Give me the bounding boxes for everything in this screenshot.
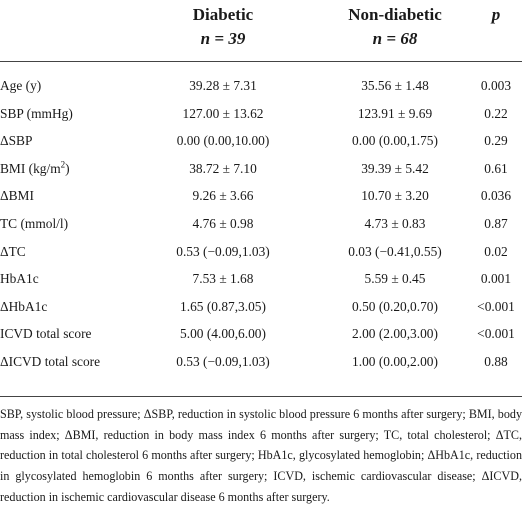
table-row: ICVD total score 5.00 (4.00,6.00) 2.00 (… — [0, 324, 522, 352]
header-diabetic-label: Diabetic — [192, 5, 254, 24]
row-label: ΔSBP — [0, 133, 33, 149]
header-nondiabetic-label: Non-diabetic — [348, 5, 442, 24]
cell-diabetic: 0.53 (−0.09,1.03) — [176, 353, 270, 369]
row-label: HbA1c — [0, 271, 39, 287]
table-row: ΔICVD total score 0.53 (−0.09,1.03) 1.00… — [0, 352, 522, 380]
row-label: TC (mmol/l) — [0, 215, 69, 231]
table-row: ΔTC 0.53 (−0.09,1.03) 0.03 (−0.41,0.55) … — [0, 242, 522, 270]
row-label: ICVD total score — [0, 326, 92, 342]
row-label: ΔHbA1c — [0, 298, 48, 314]
cell-nondiabetic: 0.03 (−0.41,0.55) — [348, 243, 442, 259]
cell-p: 0.29 — [484, 133, 508, 149]
cell-nondiabetic: 123.91 ± 9.69 — [357, 105, 433, 121]
cell-nondiabetic: 0.00 (0.00,1.75) — [352, 133, 438, 149]
header-diabetic: Diabetic n = 39 — [148, 3, 298, 51]
table-row: ΔHbA1c 1.65 (0.87,3.05) 0.50 (0.20,0.70)… — [0, 297, 522, 325]
row-label-text: BMI (kg/m — [0, 160, 61, 176]
header-p-value: p — [491, 5, 501, 24]
table-row: HbA1c 7.53 ± 1.68 5.59 ± 0.45 0.001 — [0, 269, 522, 297]
cell-diabetic: 1.65 (0.87,3.05) — [180, 298, 266, 314]
cell-diabetic: 0.53 (−0.09,1.03) — [176, 243, 270, 259]
header-nondiabetic: Non-diabetic n = 68 — [320, 3, 470, 51]
cell-p: 0.87 — [484, 215, 508, 231]
table-bottom-rule — [0, 396, 522, 397]
row-label: Age (y) — [0, 78, 42, 93]
row-label: ΔBMI — [0, 188, 34, 204]
table-row: ΔBMI 9.26 ± 3.66 10.70 ± 3.20 0.036 — [0, 186, 522, 214]
cell-p: 0.036 — [480, 188, 512, 204]
cell-nondiabetic: 5.59 ± 0.45 — [364, 271, 426, 287]
table-header: Diabetic n = 39 Non-diabetic n = 68 p — [0, 0, 522, 56]
header-divider — [0, 61, 522, 62]
row-label-superscript: 2 — [60, 159, 66, 170]
row-label: ΔICVD total score — [0, 353, 101, 369]
cell-nondiabetic: 4.73 ± 0.83 — [364, 215, 426, 231]
table-row: BMI (kg/m2) 38.72 ± 7.10 39.39 ± 5.42 0.… — [0, 159, 522, 187]
cell-diabetic: 127.00 ± 13.62 — [182, 105, 264, 121]
cell-nondiabetic: 10.70 ± 3.20 — [361, 188, 429, 204]
cell-p: <0.001 — [477, 326, 515, 342]
cell-nondiabetic: 39.39 ± 5.42 — [361, 160, 429, 176]
cell-p: 0.001 — [480, 271, 512, 287]
cell-nondiabetic: 35.56 ± 1.48 — [361, 78, 429, 93]
cell-diabetic: 7.53 ± 1.68 — [192, 271, 254, 287]
cell-nondiabetic: 1.00 (0.00,2.00) — [352, 353, 438, 369]
cell-diabetic: 38.72 ± 7.10 — [189, 160, 257, 176]
row-label-suffix: ) — [65, 160, 70, 176]
table-footnote: SBP, systolic blood pressure; ΔSBP, redu… — [0, 407, 522, 504]
table-row: TC (mmol/l) 4.76 ± 0.98 4.73 ± 0.83 0.87 — [0, 214, 522, 242]
cell-p: 0.88 — [484, 353, 508, 369]
cell-p: 0.61 — [484, 160, 508, 176]
cell-diabetic: 39.28 ± 7.31 — [189, 78, 257, 93]
table-body: Age (y) 39.28 ± 7.31 35.56 ± 1.48 0.003 … — [0, 76, 522, 380]
cell-p: <0.001 — [477, 298, 515, 314]
table-row: SBP (mmHg) 127.00 ± 13.62 123.91 ± 9.69 … — [0, 104, 522, 132]
table-row: Age (y) 39.28 ± 7.31 35.56 ± 1.48 0.003 — [0, 76, 522, 104]
row-label: BMI (kg/m2) — [0, 159, 70, 179]
cell-nondiabetic: 0.50 (0.20,0.70) — [352, 298, 438, 314]
table-row: ΔSBP 0.00 (0.00,10.00) 0.00 (0.00,1.75) … — [0, 131, 522, 159]
cell-p: 0.02 — [484, 243, 508, 259]
cell-p: 0.003 — [480, 78, 512, 93]
cell-diabetic: 9.26 ± 3.66 — [192, 188, 254, 204]
row-label: SBP (mmHg) — [0, 105, 73, 121]
cell-nondiabetic: 2.00 (2.00,3.00) — [352, 326, 438, 342]
cell-diabetic: 4.76 ± 0.98 — [192, 215, 254, 231]
cell-diabetic: 0.00 (0.00,10.00) — [176, 133, 270, 149]
cell-p: 0.22 — [484, 105, 508, 121]
row-label: ΔTC — [0, 243, 26, 259]
header-diabetic-n: n = 39 — [200, 29, 246, 48]
header-nondiabetic-n: n = 68 — [372, 29, 418, 48]
cell-diabetic: 5.00 (4.00,6.00) — [180, 326, 266, 342]
